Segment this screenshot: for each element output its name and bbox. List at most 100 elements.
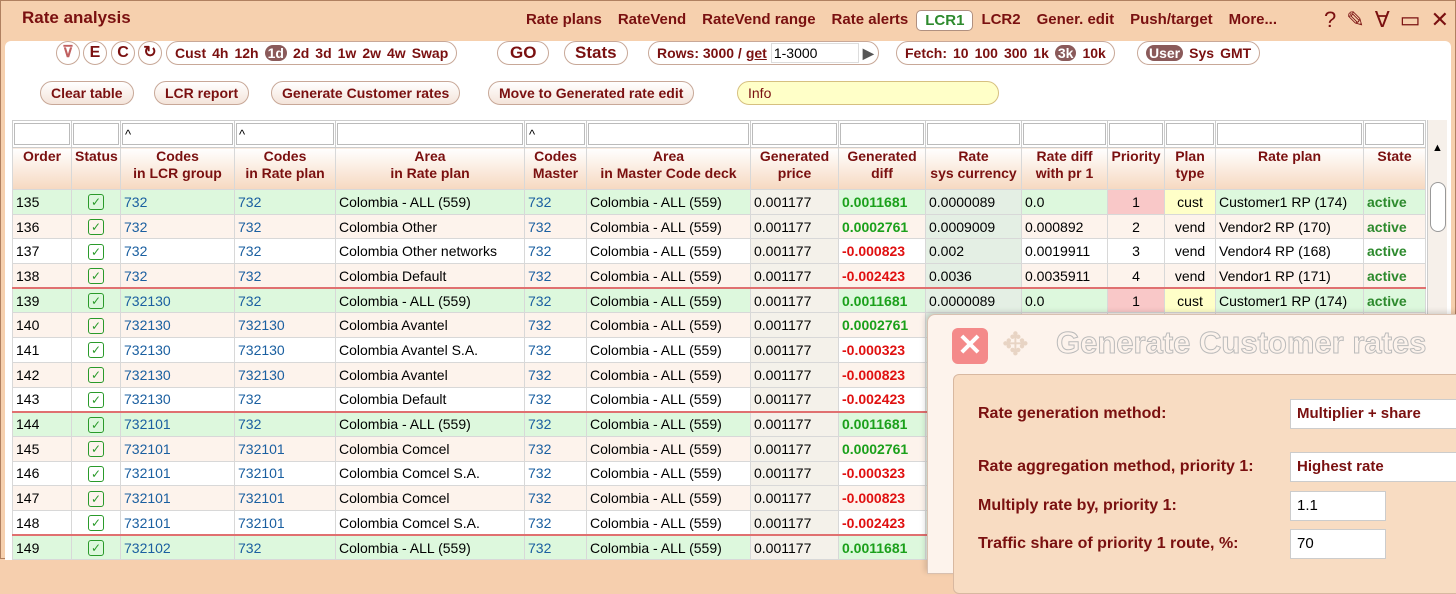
period-option-12h[interactable]: 12h bbox=[234, 45, 259, 61]
code-link[interactable]: 732 bbox=[528, 539, 552, 556]
column-filter-input[interactable] bbox=[752, 123, 837, 145]
column-filter-input[interactable] bbox=[840, 123, 924, 145]
timezone-option-sys[interactable]: Sys bbox=[1189, 45, 1215, 61]
nav-rate-alerts[interactable]: Rate alerts bbox=[831, 11, 909, 28]
column-header[interactable]: Rate sys currency bbox=[925, 147, 1022, 190]
c-button[interactable]: C bbox=[111, 41, 135, 65]
nav-ratevend[interactable]: RateVend bbox=[617, 11, 687, 28]
code-link[interactable]: 732 bbox=[528, 341, 552, 358]
status-check-icon[interactable]: ✓ bbox=[88, 441, 104, 458]
column-header[interactable]: Plan type bbox=[1164, 147, 1216, 190]
column-header[interactable]: State bbox=[1363, 147, 1426, 190]
code-link[interactable]: 732 bbox=[528, 317, 552, 334]
clear-filter-icon[interactable]: ⊽ bbox=[56, 41, 80, 65]
code-link[interactable]: 732101 bbox=[238, 440, 285, 457]
code-link[interactable]: 732 bbox=[528, 465, 552, 482]
status-check-icon[interactable]: ✓ bbox=[88, 515, 104, 532]
code-link[interactable]: 732101 bbox=[238, 514, 285, 531]
code-link[interactable]: 732130 bbox=[124, 391, 171, 408]
status-check-icon[interactable]: ✓ bbox=[88, 342, 104, 359]
column-header[interactable]: Status bbox=[71, 147, 121, 190]
rows-range-input[interactable] bbox=[770, 43, 859, 63]
status-check-icon[interactable]: ✓ bbox=[88, 243, 104, 260]
move-to-generated-rate-edit-button[interactable]: Move to Generated rate edit bbox=[488, 81, 695, 105]
status-check-icon[interactable]: ✓ bbox=[88, 293, 104, 310]
code-link[interactable]: 732130 bbox=[124, 341, 171, 358]
close-icon[interactable]: ✕ bbox=[952, 328, 988, 364]
status-check-icon[interactable]: ✓ bbox=[88, 219, 104, 236]
table-row[interactable]: 139 ✓ 732130 732 Colombia - ALL (559) 732 Colo… bbox=[12, 287, 1426, 314]
column-filter-input[interactable] bbox=[236, 123, 334, 145]
column-filter-input[interactable] bbox=[337, 123, 523, 145]
close-icon[interactable]: ✕ bbox=[1430, 7, 1449, 32]
fetch-option-10k[interactable]: 10k bbox=[1082, 45, 1106, 61]
column-filter-input[interactable] bbox=[526, 123, 585, 145]
fetch-option-100[interactable]: 100 bbox=[974, 45, 998, 61]
column-header[interactable]: Rate plan bbox=[1215, 147, 1364, 190]
code-link[interactable]: 732 bbox=[528, 292, 552, 309]
help-icon[interactable]: ? bbox=[1324, 7, 1337, 32]
code-link[interactable]: 732130 bbox=[124, 317, 171, 334]
column-header[interactable]: Codes in LCR group bbox=[120, 147, 235, 190]
code-link[interactable]: 732 bbox=[238, 391, 262, 408]
code-link[interactable]: 732 bbox=[528, 267, 552, 284]
status-check-icon[interactable]: ✓ bbox=[88, 367, 104, 384]
scroll-thumb[interactable] bbox=[1430, 182, 1446, 232]
code-link[interactable]: 732 bbox=[238, 267, 262, 284]
column-filter-input[interactable] bbox=[1166, 123, 1214, 145]
status-check-icon[interactable]: ✓ bbox=[88, 194, 104, 211]
table-row[interactable]: 138 ✓ 732 732 Colombia Default 732 Colombia - … bbox=[12, 263, 1426, 289]
period-option-3d[interactable]: 3d bbox=[315, 45, 332, 61]
status-check-icon[interactable]: ✓ bbox=[88, 391, 104, 408]
status-check-icon[interactable]: ✓ bbox=[88, 416, 104, 433]
code-link[interactable]: 732101 bbox=[124, 514, 171, 531]
column-header[interactable]: Generated diff bbox=[838, 147, 926, 190]
status-check-icon[interactable]: ✓ bbox=[88, 465, 104, 482]
code-link[interactable]: 732130 bbox=[124, 366, 171, 383]
column-header[interactable]: Order bbox=[12, 147, 72, 190]
period-option-1d[interactable]: 1d bbox=[264, 45, 287, 61]
code-link[interactable]: 732101 bbox=[124, 490, 171, 507]
move-icon[interactable]: ✥ bbox=[1002, 326, 1029, 362]
column-filter-input[interactable] bbox=[588, 123, 749, 145]
pencil-icon[interactable]: ✎ bbox=[1346, 7, 1365, 32]
fetch-option-3k[interactable]: 3k bbox=[1054, 45, 1077, 61]
refresh-icon[interactable]: ↻ bbox=[138, 41, 162, 65]
table-row[interactable]: 146 ✓ 732101 732101 Colombia Comcel S.A. 732 C… bbox=[12, 460, 1426, 487]
timezone-option-user[interactable]: User bbox=[1146, 45, 1184, 61]
column-filter-input[interactable] bbox=[73, 123, 119, 145]
code-link[interactable]: 732 bbox=[528, 218, 552, 235]
code-link[interactable]: 732 bbox=[124, 243, 148, 260]
lcr-report-button[interactable]: LCR report bbox=[154, 81, 250, 105]
column-header[interactable]: Area in Master Code deck bbox=[586, 147, 751, 190]
code-link[interactable]: 732101 bbox=[238, 490, 285, 507]
table-row[interactable]: 136 ✓ 732 732 Colombia Other 732 Colombia - AL… bbox=[12, 213, 1426, 240]
generate-customer-rates-button[interactable]: Generate Customer rates bbox=[271, 81, 461, 105]
status-check-icon[interactable]: ✓ bbox=[88, 268, 104, 285]
code-link[interactable]: 732 bbox=[528, 193, 552, 210]
period-option-1w[interactable]: 1w bbox=[337, 45, 357, 61]
column-filter-input[interactable] bbox=[1109, 123, 1163, 145]
code-link[interactable]: 732130 bbox=[238, 341, 285, 358]
fetch-option-1k[interactable]: 1k bbox=[1033, 45, 1049, 61]
column-filter-input[interactable] bbox=[1023, 123, 1106, 145]
rate-generation-method-select[interactable]: Multiplier + share bbox=[1290, 399, 1456, 429]
column-header[interactable]: Rate diff with pr 1 bbox=[1021, 147, 1108, 190]
nav-ratevend-range[interactable]: RateVend range bbox=[702, 11, 816, 28]
code-link[interactable]: 732101 bbox=[124, 465, 171, 482]
code-link[interactable]: 732 bbox=[238, 243, 262, 260]
column-filter-input[interactable] bbox=[1365, 123, 1424, 145]
code-link[interactable]: 732101 bbox=[124, 440, 171, 457]
code-link[interactable]: 732101 bbox=[124, 416, 171, 433]
column-filter-input[interactable] bbox=[122, 123, 233, 145]
play-icon[interactable]: ▶ bbox=[862, 44, 874, 61]
column-header[interactable]: Area in Rate plan bbox=[335, 147, 525, 190]
fetch-option-10[interactable]: 10 bbox=[953, 45, 969, 61]
go-button[interactable]: GO bbox=[497, 41, 550, 65]
code-link[interactable]: 732 bbox=[238, 539, 262, 556]
period-option-swap[interactable]: Swap bbox=[411, 45, 449, 61]
code-link[interactable]: 732 bbox=[528, 440, 552, 457]
nav-more-[interactable]: More... bbox=[1228, 11, 1277, 28]
timezone-option-gmt[interactable]: GMT bbox=[1220, 45, 1252, 61]
code-link[interactable]: 732 bbox=[528, 416, 552, 433]
